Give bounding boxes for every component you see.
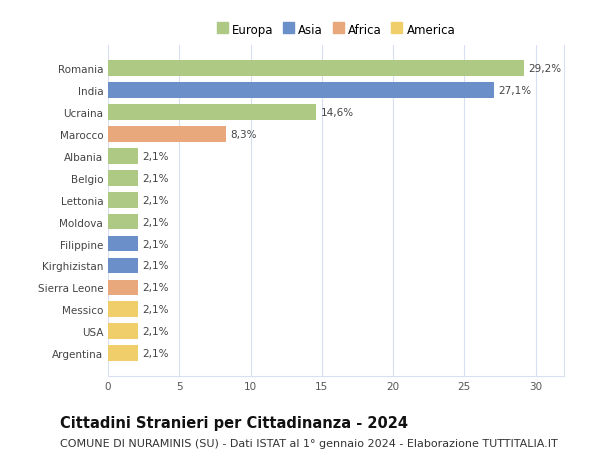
Bar [108,214,138,230]
Bar [108,302,138,318]
Text: 2,1%: 2,1% [142,239,169,249]
Bar [108,192,138,208]
Bar [108,170,138,186]
Text: 2,1%: 2,1% [142,174,169,183]
Text: Cittadini Stranieri per Cittadinanza - 2024: Cittadini Stranieri per Cittadinanza - 2… [60,415,408,431]
Text: 2,1%: 2,1% [142,348,169,358]
Legend: Europa, Asia, Africa, America: Europa, Asia, Africa, America [212,19,460,41]
Bar [108,324,138,340]
Bar [108,280,138,296]
Text: COMUNE DI NURAMINIS (SU) - Dati ISTAT al 1° gennaio 2024 - Elaborazione TUTTITAL: COMUNE DI NURAMINIS (SU) - Dati ISTAT al… [60,438,558,448]
Text: 29,2%: 29,2% [529,64,562,74]
Text: 27,1%: 27,1% [499,86,532,95]
Bar [108,61,524,77]
Bar [108,258,138,274]
Bar [108,346,138,361]
Bar [108,83,494,99]
Text: 2,1%: 2,1% [142,283,169,293]
Text: 2,1%: 2,1% [142,327,169,336]
Text: 14,6%: 14,6% [320,107,353,118]
Text: 2,1%: 2,1% [142,217,169,227]
Bar [108,127,226,142]
Text: 2,1%: 2,1% [142,195,169,205]
Bar [108,149,138,164]
Text: 2,1%: 2,1% [142,261,169,271]
Text: 2,1%: 2,1% [142,305,169,315]
Bar [108,105,316,120]
Bar [108,236,138,252]
Text: 2,1%: 2,1% [142,151,169,162]
Text: 8,3%: 8,3% [230,129,257,140]
